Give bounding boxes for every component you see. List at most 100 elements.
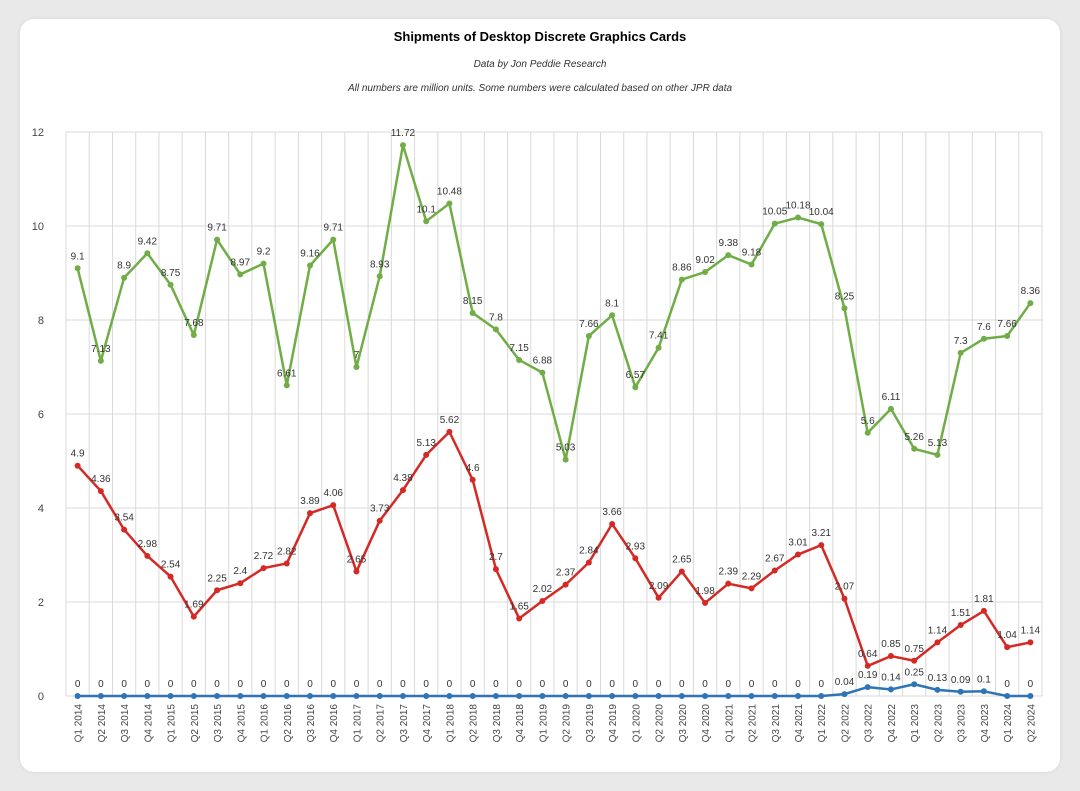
data-point [376,693,383,699]
data-point [74,462,81,469]
data-point [655,594,662,601]
data-label: 4.06 [324,488,344,499]
data-label: 9.71 [207,223,227,234]
data-point [841,305,848,312]
data-label: 8.15 [463,296,483,307]
x-tick-label: Q4 2021 [794,704,805,743]
data-point [771,567,778,574]
data-label: 9.2 [257,247,271,258]
data-point [585,693,592,699]
data-point [1027,639,1034,646]
data-label: 7.13 [91,344,111,355]
data-label: 0 [261,679,267,690]
data-label: 0 [447,679,453,690]
data-label: 2.09 [649,581,669,592]
data-label: 3.54 [114,513,134,524]
data-label: 0 [400,679,406,690]
data-point [353,568,360,575]
data-label: 5.03 [556,443,576,454]
data-point [934,639,941,646]
data-label: 9.16 [300,248,320,259]
data-label: 10.48 [437,186,462,197]
data-point [1004,693,1011,699]
data-label: 8.1 [605,298,619,309]
chart-subtitle: Data by Jon Peddie Research [473,59,607,70]
data-point [423,693,430,699]
data-point [585,559,592,566]
data-point [492,693,499,699]
data-point [725,580,732,587]
data-point [818,693,825,699]
data-point [934,451,941,458]
data-label: 0 [516,679,522,690]
data-label: 0 [191,679,197,690]
series-line [77,683,1031,698]
data-label: 7.6 [977,322,991,333]
data-label: 0.85 [881,639,901,650]
data-label: 11.72 [391,128,416,139]
data-label: 0.64 [858,649,878,660]
data-label: 2.4 [233,566,247,577]
data-label: 8.93 [370,259,390,270]
data-label: 8.9 [117,261,131,272]
data-point [841,595,848,602]
data-label: 5.13 [416,438,436,449]
x-tick-label: Q1 2019 [538,704,549,743]
data-point [632,693,639,699]
data-point [167,693,174,699]
data-point [307,510,313,517]
data-label: 0 [75,679,81,690]
data-label: 2.29 [742,571,762,582]
data-point [74,265,81,272]
data-point [237,693,244,699]
data-label: 5.6 [861,416,875,427]
data-point [934,686,941,693]
data-point [795,551,801,558]
data-point [957,688,964,695]
data-point [399,487,406,494]
data-label: 0 [214,679,220,690]
data-point [330,693,337,699]
data-point [144,552,151,559]
data-point [167,573,174,580]
x-tick-label: Q4 2017 [422,704,433,743]
data-label: 0 [609,679,615,690]
data-point [911,681,918,688]
data-point [446,693,453,699]
y-tick-label: 8 [38,315,44,327]
data-label: 1.65 [509,601,529,612]
data-label: 1.81 [974,594,994,605]
x-tick-label: Q3 2022 [864,704,875,743]
data-point [887,686,894,693]
data-point [446,428,453,435]
x-tick-label: Q4 2020 [701,704,712,743]
data-point [678,568,685,575]
data-label: 9.42 [138,236,158,247]
data-point [307,262,313,269]
data-point [214,236,221,243]
data-point [957,622,964,629]
data-point [330,502,337,509]
data-point [980,688,987,695]
data-point [376,273,383,280]
x-tick-label: Q2 2014 [97,704,108,743]
data-point [307,693,313,699]
data-point [748,261,755,268]
x-tick-label: Q3 2020 [678,704,689,743]
data-point [376,517,383,524]
data-point [887,653,894,660]
x-tick-label: Q3 2015 [213,704,224,743]
y-tick-label: 10 [32,221,44,233]
data-label: 0.04 [835,677,855,688]
data-point [678,693,685,699]
data-label: 8.97 [231,257,251,268]
x-tick-label: Q2 2018 [469,704,480,743]
data-label: 9.02 [695,255,715,266]
data-label: 0 [818,679,824,690]
data-point [283,382,290,389]
x-tick-label: Q1 2016 [260,704,271,743]
x-tick-label: Q2 2023 [933,704,944,743]
data-label: 8.36 [1021,286,1041,297]
data-point [74,693,81,699]
data-point [818,542,825,549]
